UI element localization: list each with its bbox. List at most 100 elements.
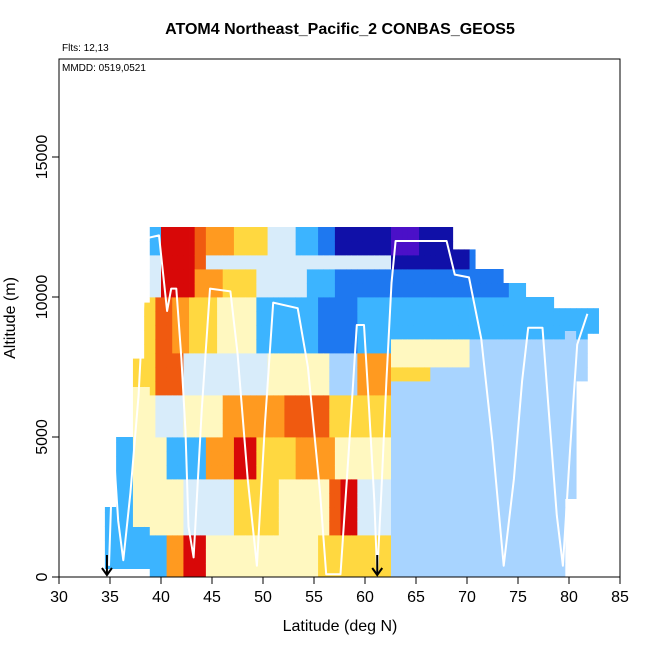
heatmap-cell <box>357 535 364 550</box>
heatmap-cell <box>284 479 291 494</box>
heatmap-cell <box>166 479 173 494</box>
heatmap-cell <box>149 549 156 564</box>
heatmap-cell <box>548 535 555 550</box>
heatmap-cell <box>261 255 268 270</box>
heatmap-cell <box>228 423 235 438</box>
heatmap-cell <box>542 507 549 522</box>
heatmap-cell <box>149 493 156 508</box>
heatmap-cell <box>385 563 392 578</box>
heatmap-cell <box>480 549 487 564</box>
heatmap-cell <box>161 255 168 270</box>
heatmap-cell <box>430 493 437 508</box>
heatmap-cell <box>475 465 482 480</box>
heatmap-cell <box>245 493 252 508</box>
heatmap-cell <box>368 367 375 382</box>
heatmap-cell <box>469 423 476 438</box>
heatmap-cell <box>245 521 252 536</box>
heatmap-cell <box>318 269 325 284</box>
heatmap-cell <box>542 395 549 410</box>
heatmap-cell <box>138 372 145 387</box>
heatmap-cell <box>166 395 173 410</box>
heatmap-cell <box>295 563 302 578</box>
heatmap-cell <box>346 381 353 396</box>
heatmap-cell <box>362 297 369 312</box>
heatmap-cell <box>295 227 302 242</box>
heatmap-cell <box>222 507 229 522</box>
heatmap-cell <box>531 409 538 424</box>
heatmap-cell <box>334 297 341 312</box>
heatmap-cell <box>435 409 442 424</box>
heatmap-cell <box>553 437 560 452</box>
dates-annotation: MMDD: 0519,0521 <box>62 63 146 74</box>
heatmap-cell <box>273 353 280 368</box>
heatmap-cell <box>385 507 392 522</box>
heatmap-cell <box>452 325 459 340</box>
heatmap-cell <box>346 339 353 354</box>
heatmap-cell <box>419 311 426 326</box>
heatmap-cell <box>452 255 459 270</box>
heatmap-cell <box>155 423 162 438</box>
heatmap-cell <box>452 249 459 256</box>
heatmap-cell <box>155 451 162 466</box>
heatmap-cell <box>419 381 426 396</box>
heatmap-cell <box>222 367 229 382</box>
heatmap-cell <box>536 367 543 382</box>
heatmap-cell <box>161 409 168 424</box>
heatmap-cell <box>435 451 442 466</box>
heatmap-cell <box>362 423 369 438</box>
heatmap-cell <box>116 554 123 569</box>
heatmap-cell <box>155 563 162 578</box>
heatmap-cell <box>149 269 156 284</box>
heatmap-cell <box>435 535 442 550</box>
heatmap-cell <box>357 297 364 312</box>
heatmap-cell <box>435 269 442 284</box>
heatmap-cell <box>419 339 426 354</box>
heatmap-cell <box>116 484 123 499</box>
heatmap-cell <box>559 409 566 424</box>
heatmap-cell <box>290 493 297 508</box>
heatmap-cell <box>447 507 454 522</box>
heatmap-cell <box>452 395 459 410</box>
heatmap-cell <box>267 423 274 438</box>
heatmap-cell <box>323 325 330 340</box>
heatmap-cell <box>503 493 510 508</box>
heatmap-cell <box>138 470 145 485</box>
heatmap-cell <box>346 409 353 424</box>
heatmap-cell <box>228 325 235 340</box>
heatmap-cell <box>413 563 420 578</box>
heatmap-cell <box>312 353 319 368</box>
heatmap-cell <box>402 367 409 382</box>
heatmap-cell <box>323 549 330 564</box>
heatmap-cell <box>458 283 465 298</box>
heatmap-cell <box>340 563 347 578</box>
heatmap-cell <box>312 521 319 536</box>
heatmap-cell <box>273 465 280 480</box>
heatmap-cell <box>217 563 224 578</box>
heatmap-cell <box>239 423 246 438</box>
heatmap-cell <box>374 479 381 494</box>
heatmap-cell <box>205 395 212 410</box>
flight-track <box>108 234 589 576</box>
heatmap-cell <box>233 479 240 494</box>
heatmap-cell <box>267 409 274 424</box>
heatmap-cell <box>233 269 240 284</box>
heatmap-cell <box>273 311 280 326</box>
heatmap-cell <box>553 381 560 396</box>
heatmap-cell <box>469 479 476 494</box>
heatmap-cell <box>486 465 493 480</box>
heatmap-cell <box>312 269 319 284</box>
heatmap-cell <box>576 353 583 368</box>
heatmap-cell <box>413 367 420 382</box>
arrow-down-icon <box>101 555 113 577</box>
heatmap-cell <box>295 269 302 284</box>
heatmap-cell <box>256 241 263 256</box>
heatmap-cell <box>323 297 330 312</box>
heatmap-cell <box>424 493 431 508</box>
heatmap-cell <box>447 437 454 452</box>
heatmap-cell <box>491 563 498 578</box>
heatmap-cell <box>278 241 285 256</box>
heatmap-cell <box>189 367 196 382</box>
heatmap-cell <box>340 549 347 564</box>
heatmap-cell <box>121 437 128 443</box>
